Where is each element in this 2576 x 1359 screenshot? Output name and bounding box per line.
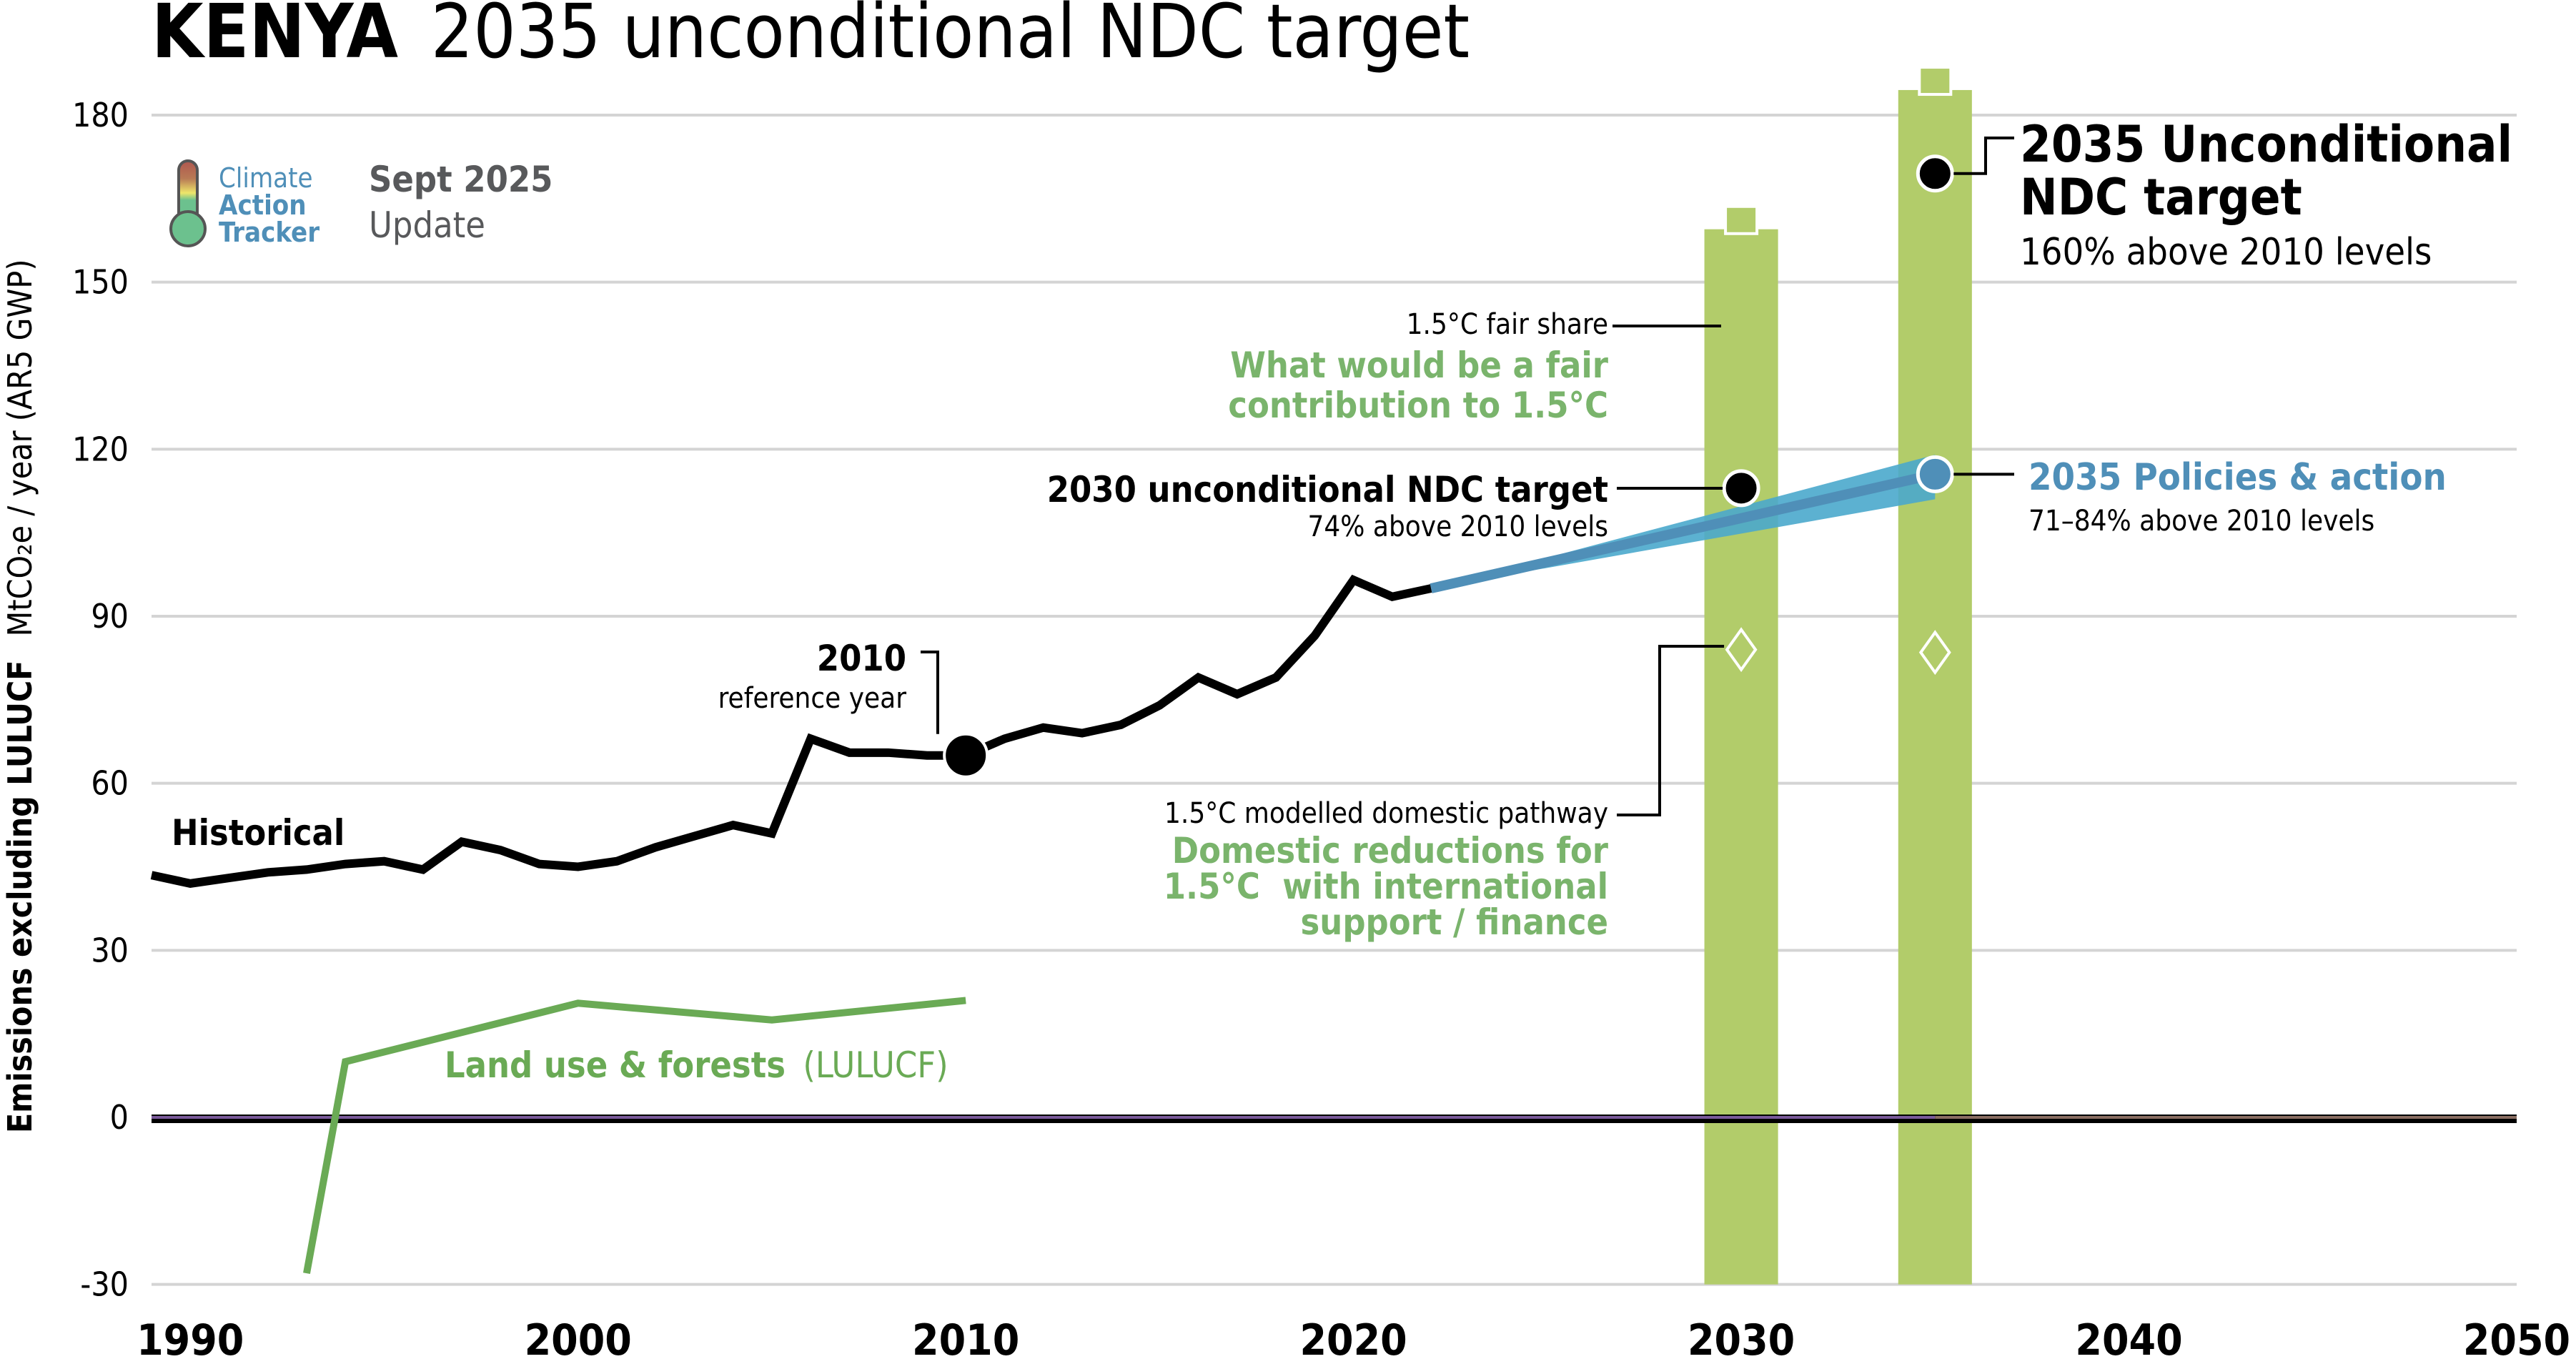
chart-title: KENYA 2035 unconditional NDC target bbox=[152, 0, 1470, 75]
label-ndc2035-sub: 160% above 2010 levels bbox=[2020, 231, 2432, 274]
logo-climate: Climate bbox=[219, 162, 313, 194]
label-ndc2035-2: NDC target bbox=[2020, 168, 2302, 227]
y-tick-label: 30 bbox=[91, 931, 129, 969]
cat-logo: Climate Action Tracker Sept 2025 Update bbox=[169, 159, 553, 248]
markers bbox=[943, 154, 1954, 779]
y-tick-label: 150 bbox=[72, 263, 129, 302]
label-policies-sub: 71–84% above 2010 levels bbox=[2028, 505, 2374, 538]
y-tick-label: -30 bbox=[80, 1265, 129, 1304]
label-domestic-3: support / finance bbox=[1301, 901, 1609, 943]
fair-share-bars bbox=[1704, 66, 1972, 1285]
annotation-leaders bbox=[921, 137, 2014, 816]
domestic-pathway-diamond bbox=[1918, 630, 1951, 676]
y-tick-label: 0 bbox=[110, 1098, 129, 1137]
logo-update: Update bbox=[369, 204, 485, 246]
label-fair-share: 1.5°C fair share bbox=[1407, 308, 1608, 341]
logo-action: Action bbox=[219, 189, 307, 221]
ndc-2030-point bbox=[1722, 469, 1760, 508]
y-tick-label: 90 bbox=[91, 597, 129, 636]
x-tick-label: 2030 bbox=[1688, 1315, 1795, 1359]
x-tick-label: 2000 bbox=[525, 1315, 632, 1359]
logo-tracker: Tracker bbox=[219, 217, 319, 248]
label-policies: 2035 Policies & action bbox=[2028, 456, 2447, 499]
label-ndc2030: 2030 unconditional NDC target bbox=[1047, 469, 1608, 510]
reference-2010-point bbox=[943, 732, 989, 779]
label-ref-year: 2010 bbox=[817, 638, 906, 679]
x-tick-label: 2020 bbox=[1300, 1315, 1407, 1359]
label-lulucf: Land use & forests (LULUCF) bbox=[445, 1044, 948, 1086]
policies-2035-point bbox=[1916, 455, 1954, 493]
leader-ndc-2035 bbox=[1953, 137, 2014, 175]
x-tick-label: 2010 bbox=[912, 1315, 1019, 1359]
label-domestic: 1.5°C modelled domestic pathway bbox=[1164, 797, 1608, 830]
domestic-pathway-diamond bbox=[1725, 627, 1758, 673]
series-lines bbox=[150, 455, 1936, 1274]
x-tick-label: 2040 bbox=[2075, 1315, 2182, 1359]
historical-line bbox=[150, 574, 1432, 888]
y-tick-label: 120 bbox=[72, 430, 129, 468]
annotations: Historical Land use & forests (LULUCF) 2… bbox=[172, 115, 2512, 1086]
fair-share-bar bbox=[1704, 229, 1778, 1285]
y-tick-label: 180 bbox=[72, 96, 129, 134]
zero-line bbox=[152, 1115, 2517, 1123]
leader-2010 bbox=[921, 651, 939, 734]
label-lulucf-bold: Land use & forests bbox=[445, 1044, 786, 1086]
thermometer-icon bbox=[169, 159, 207, 247]
label-domestic-2: 1.5°C with international bbox=[1164, 866, 1608, 907]
label-ndc2035-1: 2035 Unconditional bbox=[2020, 115, 2512, 174]
label-ndc2030-sub: 74% above 2010 levels bbox=[1307, 510, 1608, 543]
y-axis-label-unit: MtCO₂e / year (AR5 GWP) bbox=[1, 259, 39, 636]
x-tick-label: 2050 bbox=[2463, 1315, 2570, 1359]
label-lulucf-light: (LULUCF) bbox=[803, 1044, 948, 1086]
logo-date: Sept 2025 bbox=[369, 159, 553, 200]
label-fair-share-2: contribution to 1.5°C bbox=[1228, 385, 1608, 426]
fair-share-bar bbox=[1898, 89, 1972, 1285]
ndc-2035-point bbox=[1916, 154, 1954, 193]
policies-line bbox=[1430, 469, 1936, 593]
gridlines bbox=[152, 114, 2517, 1286]
bar-top-marker bbox=[1918, 66, 1953, 97]
x-tick-label: 1990 bbox=[137, 1315, 244, 1359]
y-axis-label-bold: Emissions excluding LULUCF bbox=[1, 661, 39, 1134]
y-axis-label: Emissions excluding LULUCF MtCO₂e / year… bbox=[1, 259, 39, 1133]
y-tick-label: 60 bbox=[91, 764, 129, 803]
label-domestic-1: Domestic reductions for bbox=[1172, 830, 1609, 871]
lulucf-line bbox=[303, 997, 966, 1274]
y-tick-labels: -30 0 30 60 90 120 150 180 bbox=[72, 96, 129, 1304]
label-historical: Historical bbox=[172, 812, 345, 854]
bar-top-marker bbox=[1724, 204, 1759, 235]
label-fair-share-1: What would be a fair bbox=[1230, 345, 1609, 386]
title-rest: 2035 unconditional NDC target bbox=[431, 0, 1470, 75]
x-tick-labels: 1990 2000 2010 2020 2030 2040 2050 bbox=[137, 1315, 2570, 1359]
leader-domestic bbox=[1617, 645, 1725, 816]
title-country: KENYA bbox=[152, 0, 399, 75]
label-ref-sub: reference year bbox=[718, 682, 907, 715]
